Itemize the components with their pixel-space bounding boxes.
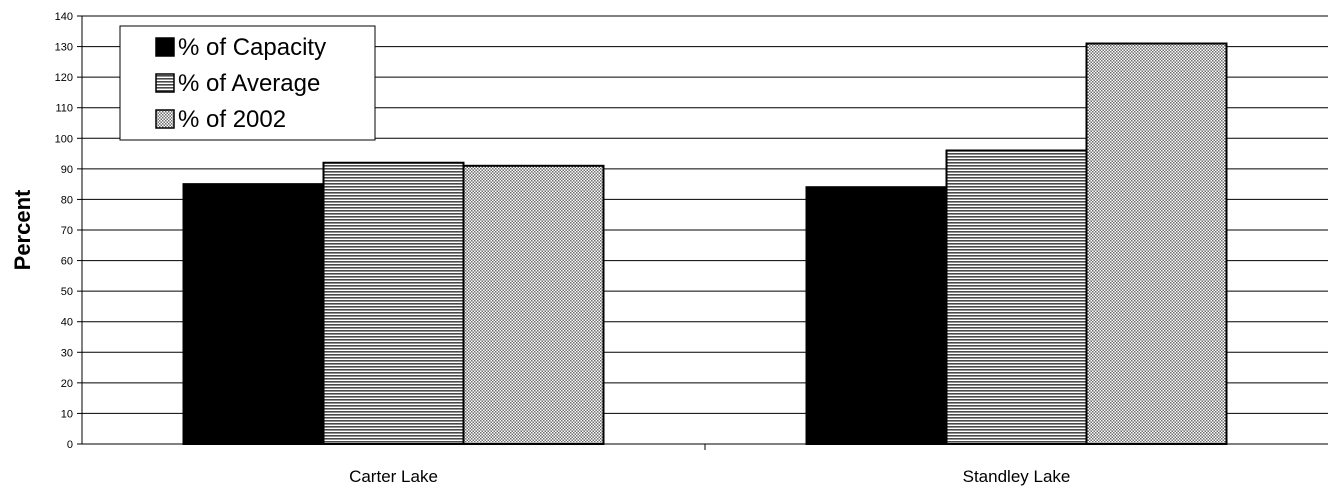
bar-of-2002-carter-lake [462,164,605,446]
legend-swatch-of-average [155,73,175,93]
legend-swatch-of-2002 [155,109,175,129]
y-tick-label: 80 [61,194,73,206]
y-tick-label: 100 [55,133,73,145]
bar-of-2002-standley-lake [1085,42,1228,446]
y-tick-label: 110 [55,103,73,115]
bar-of-capacity-standley-lake [805,186,948,445]
legend-label-of-2002: % of 2002 [178,106,286,133]
y-tick-label: 30 [61,347,73,359]
y-tick-label: 0 [67,439,73,451]
y-tick-label: 50 [61,286,73,298]
bar-of-average-carter-lake [322,161,465,445]
y-tick-label: 130 [55,42,73,54]
y-tick-label: 90 [61,164,73,176]
legend-label-of-average: % of Average [178,70,320,97]
y-tick-label: 70 [61,225,73,237]
bar-of-capacity-carter-lake [182,183,325,445]
y-tick-label: 20 [61,378,73,390]
y-tick-label: 120 [55,72,73,84]
legend-swatch-of-capacity [155,37,175,57]
bar-of-average-standley-lake [945,149,1088,445]
legend-label-of-capacity: % of Capacity [178,34,326,61]
y-tick-label: 60 [61,256,73,268]
y-axis-label: Percent [10,189,35,270]
y-tick-label: 140 [55,11,73,23]
x-category-label: Carter Lake [349,467,438,486]
y-tick-label: 40 [61,317,73,329]
y-tick-label: 10 [61,408,73,420]
x-category-label: Standley Lake [963,467,1071,486]
